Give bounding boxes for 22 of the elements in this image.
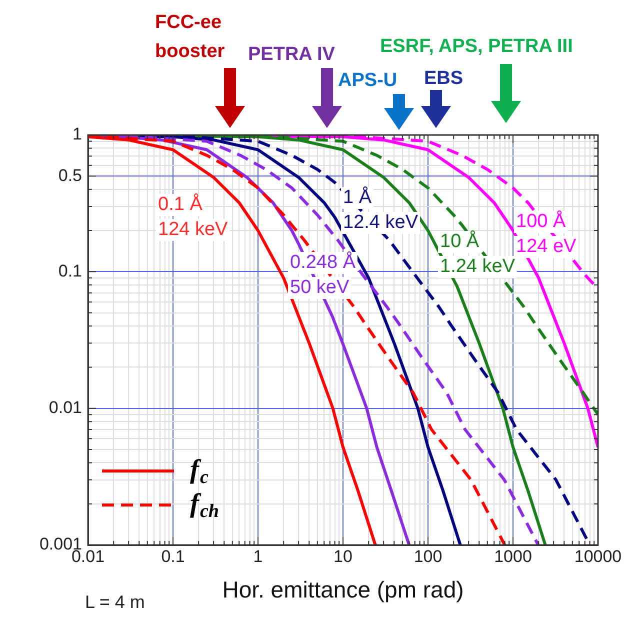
annotation: 100 Å 124 eV [516, 210, 577, 258]
y-tick-label: 0.1 [58, 261, 82, 280]
annotation: 0.1 Å 124 keV [158, 193, 228, 240]
text: L = 4 m [85, 592, 145, 613]
text: EBS [424, 67, 464, 91]
x-tick-label: 1 [253, 546, 263, 566]
y-tick-label: 0.01 [48, 398, 82, 418]
y-tick-label: 0.5 [58, 166, 82, 185]
annotation: 0.248 Å 50 keV [290, 251, 356, 298]
x-tick-label: 10 [334, 546, 352, 566]
text: APS-U [338, 69, 398, 93]
annotation: 1 Å 12.4 keV [343, 186, 418, 234]
x-tick-label: 100 [414, 546, 442, 566]
x-tick-label: 10000 [574, 546, 622, 566]
x-axis-title: Hor. emittance (pm rad) [222, 576, 464, 603]
text: ESRF, APS, PETRA III [380, 35, 573, 59]
annotation: 10 Å 1.24 keV [440, 230, 516, 278]
text: FCC-ee booster [155, 11, 225, 64]
y-tick-label: 1 [72, 124, 82, 144]
x-tick-label: 0.1 [161, 546, 185, 566]
text: PETRA IV [248, 43, 335, 67]
x-tick-label: 1000 [494, 546, 532, 566]
